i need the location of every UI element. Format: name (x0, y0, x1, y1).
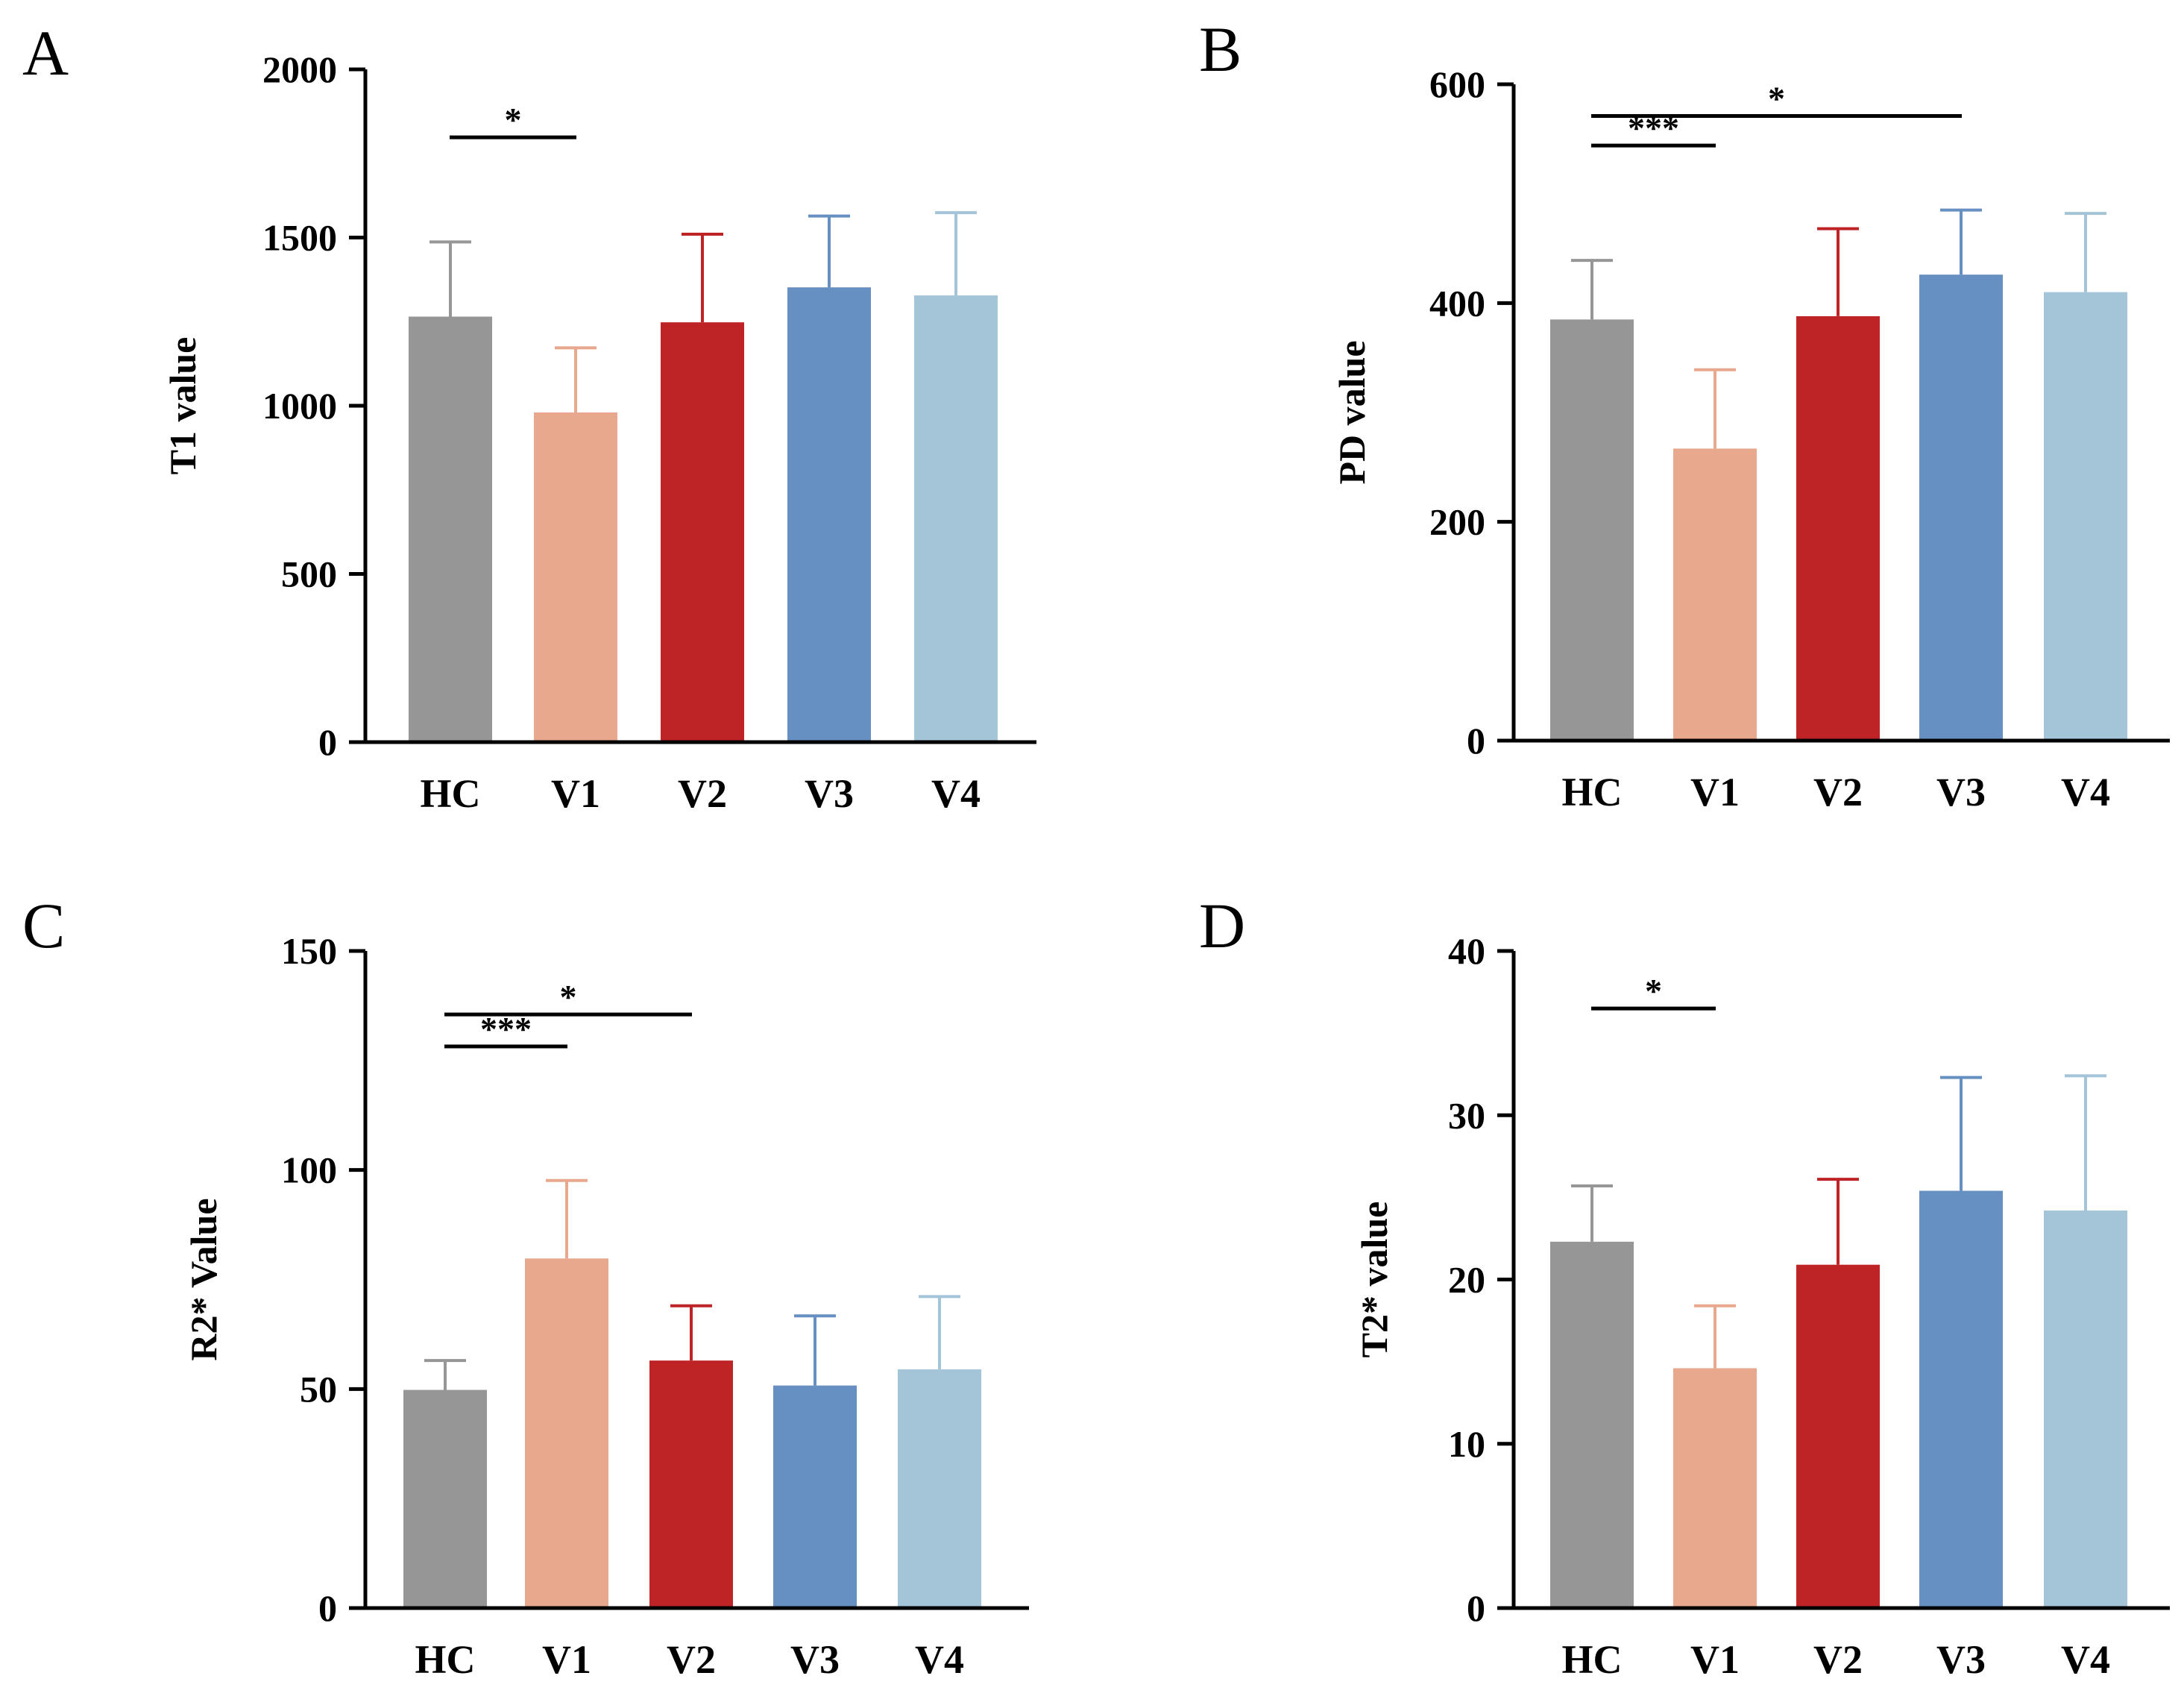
y-tick-label: 400 (1429, 282, 1485, 324)
y-tick-label: 20 (1448, 1259, 1485, 1301)
bar-v4 (914, 295, 998, 742)
error-bar-v1 (555, 346, 597, 413)
bar-v2 (1796, 1264, 1880, 1608)
x-tick-label: V3 (805, 771, 854, 816)
error-bar-v1 (1694, 368, 1736, 449)
x-tick-label: HC (415, 1637, 476, 1682)
error-bar-v4 (2065, 1074, 2106, 1211)
error-bar-v2 (682, 232, 723, 323)
x-tick-label: V4 (915, 1637, 964, 1682)
y-tick-label: 600 (1429, 63, 1485, 105)
x-tick-label: V3 (1936, 770, 1986, 814)
y-tick-label: 40 (1448, 930, 1485, 972)
error-bar-v3 (1940, 1076, 1982, 1191)
x-tick-label: HC (1562, 770, 1623, 814)
panel-letter: C (22, 890, 65, 961)
bar-v4 (2044, 1210, 2127, 1608)
x-tick-label: HC (421, 771, 481, 816)
x-tick-label: V4 (2061, 1637, 2110, 1682)
bar-v2 (661, 322, 744, 743)
significance-label: * (505, 101, 522, 139)
error-bar-v2 (670, 1304, 712, 1361)
y-axis-title: T1 value (162, 337, 204, 475)
error-bar-v1 (1694, 1304, 1736, 1369)
bar-hc (1550, 1241, 1634, 1608)
x-tick-label: HC (1562, 1637, 1623, 1682)
bar-v3 (1919, 1190, 2003, 1608)
y-tick-label: 100 (281, 1149, 337, 1191)
error-bar-hc (429, 240, 471, 317)
error-bar-hc (1571, 1184, 1613, 1242)
significance-label: * (560, 978, 577, 1016)
x-tick-label: V1 (1690, 770, 1740, 814)
x-tick-label: V2 (667, 1637, 716, 1682)
y-tick-label: 30 (1448, 1094, 1485, 1136)
panel-letter: A (22, 17, 69, 89)
bar-v1 (534, 412, 617, 742)
panel-letter: B (1199, 13, 1242, 85)
x-tick-label: V1 (1690, 1637, 1740, 1682)
significance-label: * (1645, 972, 1662, 1010)
y-tick-label: 2000 (262, 48, 337, 90)
bar-v1 (525, 1258, 608, 1608)
error-bar-v4 (2065, 212, 2106, 292)
error-bar-v4 (935, 211, 977, 296)
error-bar-hc (1571, 259, 1613, 320)
y-tick-label: 0 (318, 1587, 337, 1629)
x-tick-label: V2 (678, 771, 727, 816)
bar-v3 (773, 1385, 857, 1608)
y-tick-label: 0 (318, 721, 337, 763)
bar-v1 (1673, 448, 1757, 741)
significance-bracket: * (444, 978, 692, 1017)
x-tick-label: V3 (790, 1637, 840, 1682)
error-bar-v3 (794, 1314, 836, 1386)
significance-label: * (1768, 80, 1785, 118)
x-tick-label: V1 (542, 1637, 591, 1682)
x-tick-label: V4 (2061, 770, 2110, 814)
y-axis-title: R2* Value (183, 1198, 224, 1360)
y-tick-label: 500 (281, 553, 337, 595)
bar-hc (1550, 319, 1634, 741)
bar-v3 (1919, 274, 2003, 741)
x-tick-label: V1 (551, 771, 600, 816)
y-tick-label: 50 (300, 1368, 337, 1410)
panel-d: D 0 10 20 30 40 HC V1 V2 V3 V4 T2* value * (1199, 890, 2170, 1682)
error-bar-v1 (546, 1178, 588, 1259)
bar-v3 (787, 287, 871, 742)
bar-v1 (1673, 1368, 1757, 1608)
error-bar-v2 (1817, 227, 1859, 316)
x-tick-label: V2 (1813, 1637, 1863, 1682)
x-tick-label: V4 (931, 771, 981, 816)
bar-hc (409, 316, 492, 742)
y-tick-label: 1000 (262, 385, 337, 427)
error-bar-hc (424, 1359, 466, 1390)
error-bar-v3 (1940, 208, 1982, 275)
bar-hc (403, 1390, 487, 1608)
y-axis-title: PD value (1331, 340, 1373, 484)
bar-v2 (649, 1360, 733, 1608)
error-bar-v4 (919, 1295, 960, 1369)
error-bar-v3 (808, 214, 850, 288)
y-tick-label: 200 (1429, 501, 1485, 543)
y-tick-label: 1500 (262, 217, 337, 259)
bar-v2 (1796, 315, 1880, 741)
significance-bracket: * (1591, 80, 1962, 119)
y-tick-label: 10 (1448, 1423, 1485, 1465)
panel-a: A 0 500 1000 1500 2000 HC V1 V2 V3 V4 T1 value * (22, 17, 1036, 816)
y-tick-label: 150 (281, 930, 337, 972)
x-tick-label: V2 (1813, 770, 1863, 814)
error-bar-v2 (1817, 1178, 1859, 1265)
y-tick-label: 0 (1467, 1587, 1485, 1629)
significance-bracket: * (450, 101, 576, 139)
y-tick-label: 0 (1467, 720, 1485, 762)
x-tick-label: V3 (1936, 1637, 1986, 1682)
bar-v4 (2044, 292, 2127, 741)
significance-bracket: * (1591, 972, 1716, 1011)
bar-v4 (898, 1369, 981, 1608)
y-axis-title: T2* value (1353, 1202, 1395, 1358)
panel-letter: D (1199, 890, 1245, 961)
